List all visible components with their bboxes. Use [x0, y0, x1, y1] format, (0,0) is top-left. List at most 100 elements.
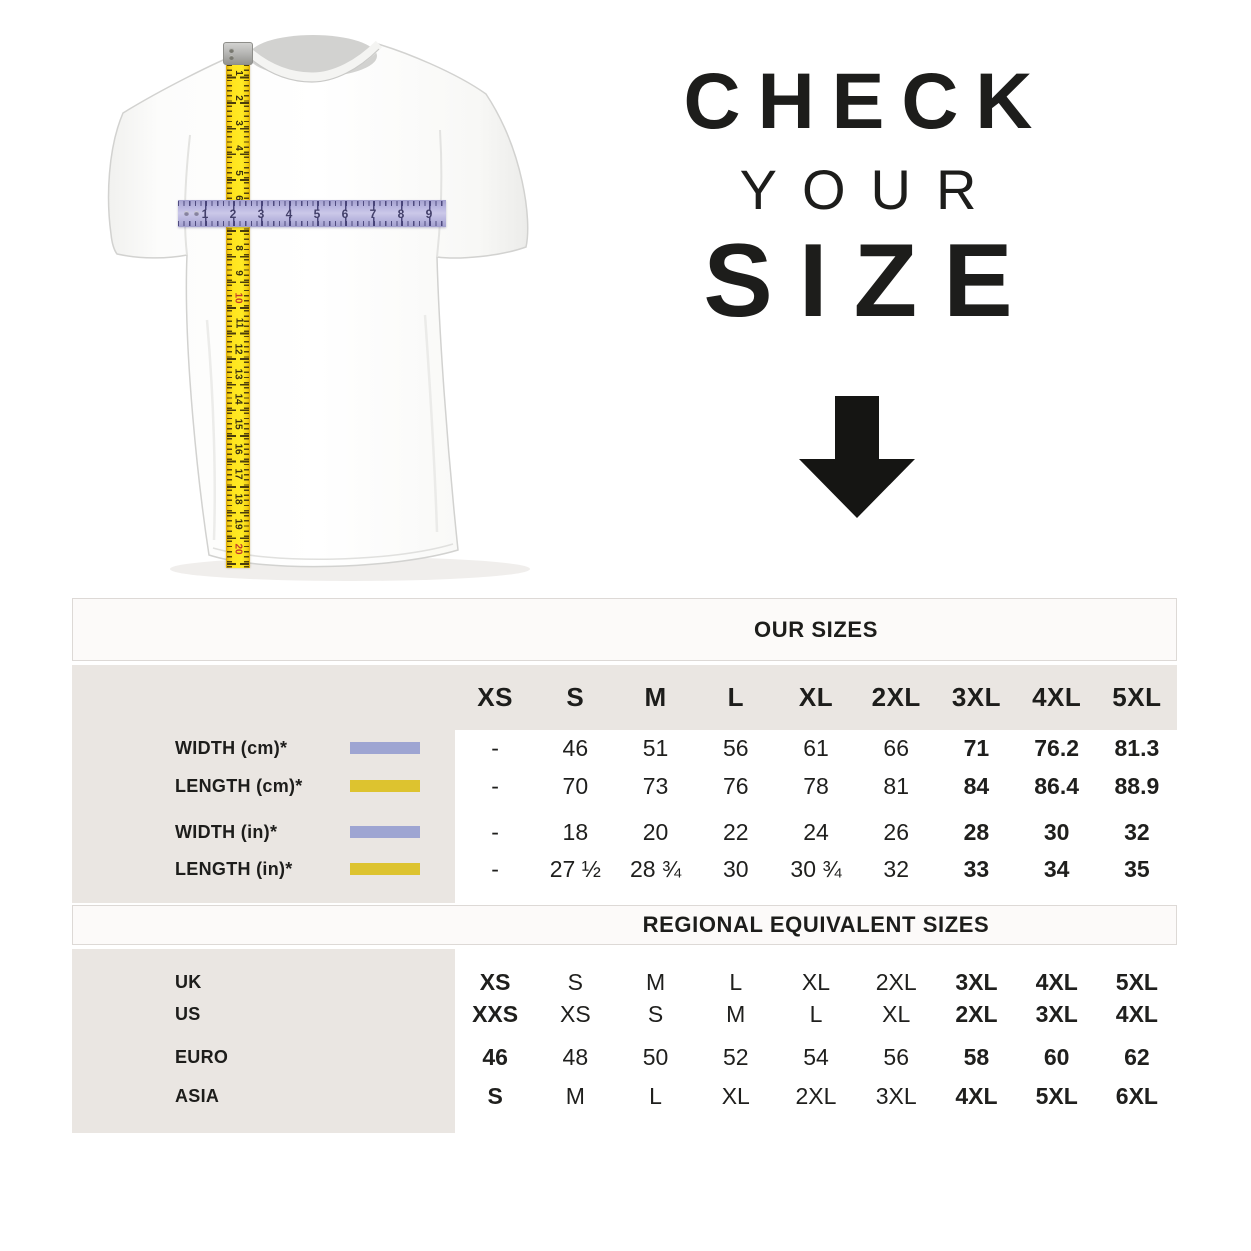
size-cell: 5XL: [1115, 968, 1158, 995]
size-cell: 52: [722, 1043, 749, 1070]
size-cell: 86.4: [1034, 772, 1080, 799]
size-cell: L: [649, 1082, 662, 1109]
row-label: ASIA: [175, 1085, 220, 1106]
size-cell: 4XL: [1115, 1000, 1158, 1027]
size-cell: 35: [1124, 855, 1150, 882]
size-column-header: 2XL: [871, 681, 921, 712]
size-cell: 30 ¾: [790, 855, 842, 882]
ruler-long-ticks-top: [205, 201, 446, 210]
size-cell: L: [729, 968, 743, 995]
collar-band-edge: [244, 48, 380, 83]
tape-number: 1: [233, 69, 244, 76]
ruler-number: 9: [425, 206, 433, 221]
headline-size: SIZE: [703, 223, 1039, 340]
row-label: LENGTH (in)*: [175, 858, 293, 879]
measurement-row-length-in: LENGTH (in)* - 27 ½ 28 ¾ 30 30 ¾ 32 33 3…: [72, 851, 1177, 887]
size-cell: 78: [803, 772, 829, 799]
tape-number: 4: [233, 145, 244, 151]
tape-number: 11: [232, 318, 244, 329]
size-cell: 54: [803, 1043, 829, 1070]
size-cell: S: [487, 1082, 503, 1109]
regional-row-us: US XXS XS S M L XL 2XL 3XL 4XL: [72, 996, 1177, 1032]
row-label: US: [175, 1003, 201, 1024]
our-sizes-header: OUR SIZES: [72, 598, 1177, 661]
tape-number: 13: [233, 368, 244, 380]
size-cell: 28: [963, 818, 990, 845]
size-cell: -: [491, 772, 499, 799]
size-cell: 81: [883, 772, 910, 799]
tshirt-body: [107, 43, 529, 568]
size-cell: 22: [722, 818, 749, 845]
size-cell: 71: [963, 734, 990, 761]
size-cell: 20: [642, 818, 669, 845]
width-swatch: [350, 826, 420, 838]
size-cell: 6XL: [1115, 1082, 1158, 1109]
tape-long-ticks-left: [227, 51, 236, 568]
ruler-number: 7: [369, 206, 377, 221]
measurement-row-width-cm: WIDTH (cm)* - 46 51 56 61 66 71 76.2 81.…: [72, 730, 1177, 766]
row-label: WIDTH (cm)*: [175, 737, 288, 758]
size-column-header: L: [727, 681, 744, 712]
length-swatch: [350, 863, 420, 875]
regional-sizes-header: REGIONAL EQUIVALENT SIZES: [72, 905, 1177, 945]
size-cell: 34: [1043, 855, 1070, 882]
sleeve-seam-left: [183, 134, 191, 256]
tape-number: 20: [233, 543, 244, 555]
size-column-header: 3XL: [951, 681, 1002, 712]
measurement-row-length-cm: LENGTH (cm)* - 70 73 76 78 81 84 86.4 88…: [72, 768, 1177, 804]
ruler-number: 5: [313, 206, 321, 221]
tape-number: 16: [233, 443, 244, 455]
size-cell: XL: [882, 1000, 911, 1027]
size-cell: XXS: [472, 1000, 519, 1027]
collar-band: [241, 40, 383, 82]
tshirt-illustration: [107, 35, 530, 581]
size-cell: 76: [722, 772, 749, 799]
tape-number: 2: [233, 94, 244, 101]
tape-number: 18: [233, 493, 244, 505]
size-cell: 50: [642, 1043, 669, 1070]
tape-number: 14: [233, 393, 244, 405]
ruler-number: 3: [257, 206, 265, 221]
size-cell: 28 ¾: [629, 855, 682, 882]
size-cell: -: [491, 855, 499, 882]
sleeve-seam-right: [436, 129, 443, 258]
row-label: LENGTH (cm)*: [175, 775, 303, 796]
ruler-number: 6: [341, 206, 349, 221]
tape-number: 10: [233, 292, 244, 304]
fold-right: [423, 314, 439, 533]
size-cell: M: [645, 968, 666, 995]
down-arrow-icon: [799, 459, 915, 518]
regional-values-panel: [455, 949, 1177, 1133]
size-cell: 2XL: [955, 1000, 998, 1027]
size-cell: 4XL: [955, 1082, 998, 1109]
fold-left: [205, 319, 216, 541]
size-cell: 88.9: [1114, 772, 1160, 799]
size-cell: 3XL: [955, 968, 998, 995]
tape-number: 8: [233, 245, 244, 251]
size-cell: 26: [883, 818, 910, 845]
tape-number: 15: [233, 418, 244, 430]
size-cell: 46: [562, 734, 589, 761]
size-cell: -: [491, 734, 499, 761]
size-cell: 56: [722, 734, 749, 761]
width-swatch: [350, 742, 420, 754]
size-cell: 58: [963, 1043, 990, 1070]
size-column-header: 4XL: [1032, 681, 1082, 712]
size-cell: 46: [482, 1043, 508, 1070]
row-label: UK: [175, 971, 202, 992]
length-swatch: [350, 780, 420, 792]
size-cell: XL: [801, 968, 831, 995]
our-sizes-title: OUR SIZES: [754, 616, 878, 642]
ruler-rivet: [194, 211, 199, 216]
size-cell: 27 ½: [549, 855, 601, 882]
down-arrow-icon: [835, 396, 879, 462]
size-cell: 32: [1124, 818, 1150, 845]
size-cell: S: [647, 1000, 664, 1027]
measurement-row-width-in: WIDTH (in)* - 18 20 22 24 26 28 30 32: [72, 814, 1177, 850]
size-cell: L: [809, 1000, 823, 1027]
size-cell: 73: [642, 772, 669, 799]
horizontal-ruler: 1 2 3 4 5 6 7 8 9: [178, 200, 446, 227]
headline: CHECK YOUR SIZE: [608, 56, 1108, 339]
tape-metal-clip: [223, 42, 253, 65]
